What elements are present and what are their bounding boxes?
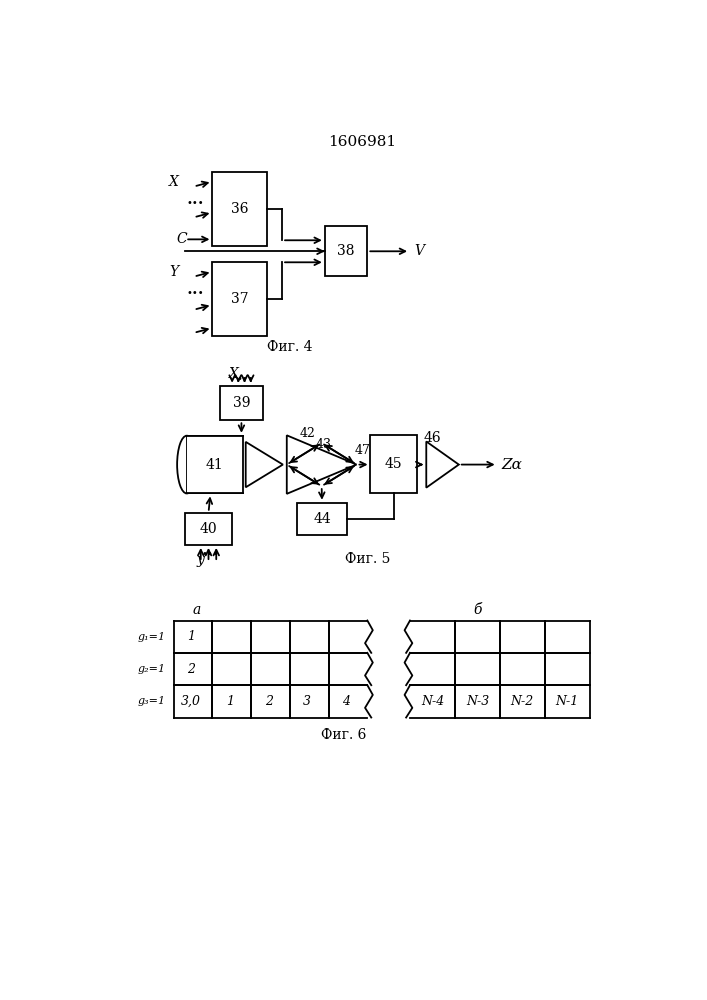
Text: б: б (473, 603, 481, 617)
Text: •••: ••• (237, 374, 254, 384)
Text: 43: 43 (316, 438, 332, 451)
Text: 37: 37 (230, 292, 248, 306)
Text: g₃=1: g₃=1 (138, 696, 166, 706)
Text: •••: ••• (187, 288, 204, 298)
Text: X: X (169, 175, 179, 189)
Text: 1606981: 1606981 (328, 135, 396, 149)
Text: 2: 2 (264, 695, 273, 708)
Text: N-4: N-4 (421, 695, 444, 708)
Text: N-3: N-3 (466, 695, 489, 708)
Text: Фиг. 5: Фиг. 5 (345, 552, 390, 566)
Bar (325, 226, 368, 276)
Text: 45: 45 (385, 457, 402, 471)
Text: 1: 1 (226, 695, 234, 708)
Text: g₁=1: g₁=1 (138, 632, 166, 642)
Text: 47: 47 (355, 444, 370, 457)
Text: •••: ••• (201, 549, 219, 559)
Text: X: X (229, 367, 239, 381)
Text: 41: 41 (206, 458, 223, 472)
Text: Y: Y (169, 265, 178, 279)
Text: 40: 40 (199, 522, 217, 536)
Text: 36: 36 (230, 202, 248, 216)
Text: Zα: Zα (501, 458, 522, 472)
Text: y: y (197, 553, 205, 567)
Text: •••: ••• (187, 198, 204, 208)
Text: 46: 46 (423, 431, 441, 445)
Text: 38: 38 (337, 244, 355, 258)
Text: 2: 2 (187, 663, 195, 676)
Bar (370, 435, 417, 493)
Text: Фиг. 4: Фиг. 4 (267, 340, 312, 354)
Text: V: V (414, 244, 424, 258)
Bar (297, 503, 347, 535)
Text: 3,0: 3,0 (181, 695, 201, 708)
Text: N-2: N-2 (510, 695, 534, 708)
Bar (187, 436, 252, 493)
Text: 39: 39 (233, 396, 250, 410)
Text: 1: 1 (187, 630, 195, 643)
Text: C: C (176, 232, 187, 246)
Bar (187, 436, 243, 493)
Text: N-1: N-1 (556, 695, 579, 708)
Bar (212, 262, 267, 336)
Text: 42: 42 (300, 427, 315, 440)
Text: g₂=1: g₂=1 (138, 664, 166, 674)
Text: 3: 3 (303, 695, 311, 708)
Bar (185, 513, 232, 545)
Text: 4: 4 (342, 695, 350, 708)
Text: 44: 44 (313, 512, 331, 526)
Bar (212, 172, 267, 246)
Bar (220, 386, 263, 420)
Text: a: a (193, 603, 201, 617)
Text: Фиг. 6: Фиг. 6 (322, 728, 367, 742)
